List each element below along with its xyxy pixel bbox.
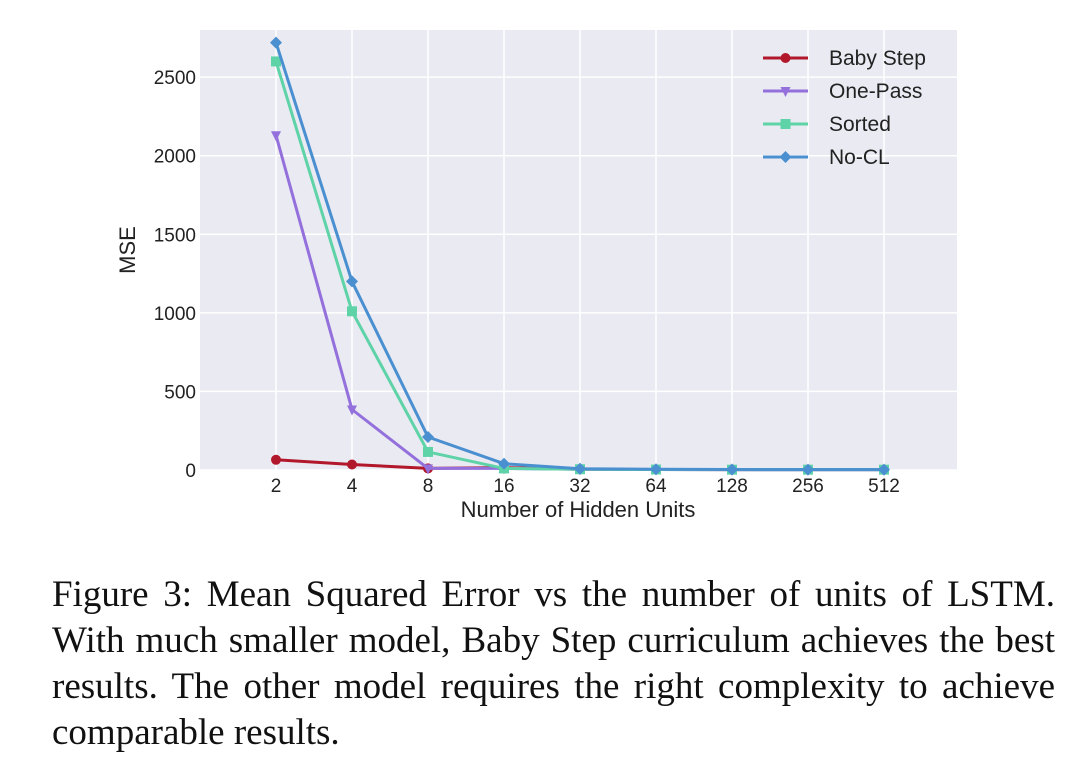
legend-item-one-pass: One-Pass [763, 80, 922, 103]
x-tick-label: 256 [792, 476, 824, 497]
y-axis-label: MSE [115, 226, 140, 274]
data-point-no-cl [498, 457, 510, 470]
data-point-no-cl [650, 463, 662, 476]
y-tick-label: 2000 [154, 147, 196, 168]
legend-label: One-Pass [829, 80, 922, 103]
data-point-no-cl [878, 463, 890, 476]
y-tick-label: 1500 [154, 225, 196, 246]
data-point-one-pass [347, 405, 357, 416]
legend-item-sorted: Sorted [763, 113, 891, 136]
plot-area [200, 30, 957, 470]
x-tick-label: 32 [569, 476, 590, 497]
x-tick-label: 2 [271, 476, 282, 497]
y-tick-label: 1000 [154, 304, 196, 325]
data-point-baby-step [271, 454, 281, 465]
y-tick-label: 2500 [154, 68, 196, 89]
data-point-no-cl [802, 463, 814, 476]
legend-item-baby-step: Baby Step [763, 47, 926, 70]
legend-swatch-marker [780, 53, 791, 63]
series-no-cl [270, 36, 890, 476]
legend: Baby Step One-Pass Sorted No-CL [763, 47, 926, 169]
legend-swatch-marker [780, 87, 791, 97]
x-axis-label: Number of Hidden Units [461, 497, 696, 522]
x-tick-label: 4 [347, 476, 358, 497]
y-tick-label: 0 [185, 461, 196, 482]
x-tick-label: 8 [423, 476, 434, 497]
series-layer [270, 36, 890, 476]
data-point-sorted [347, 306, 357, 317]
data-point-sorted [271, 56, 281, 67]
legend-label: Sorted [829, 113, 891, 136]
legend-swatch-marker [780, 119, 791, 129]
data-point-no-cl [270, 36, 282, 49]
legend-swatch-marker [779, 151, 792, 163]
data-point-no-cl [574, 462, 586, 475]
data-point-one-pass [423, 464, 433, 475]
tick-labels: 0 500 1000 1500 2000 2500 2 4 8 16 32 64 128 256 512 [154, 68, 900, 497]
figure-caption: Figure 3: Mean Squared Error vs the numb… [52, 574, 1055, 753]
x-tick-label: 64 [645, 476, 667, 497]
data-point-no-cl [726, 463, 738, 476]
x-tick-label: 16 [493, 476, 514, 497]
data-point-no-cl [346, 275, 358, 288]
x-tick-label: 512 [868, 476, 900, 497]
data-point-sorted [423, 446, 433, 457]
data-point-one-pass [271, 131, 281, 142]
legend-label: No-CL [829, 146, 890, 169]
mse-line-chart: 0 500 1000 1500 2000 2500 2 4 8 16 32 64 128 256 512 B… [115, 30, 957, 522]
data-point-no-cl [422, 431, 434, 443]
x-tick-label: 128 [716, 476, 748, 497]
data-point-baby-step [347, 459, 357, 470]
legend-item-no-cl: No-CL [763, 146, 890, 169]
y-tick-label: 500 [164, 382, 196, 403]
legend-label: Baby Step [829, 47, 926, 70]
